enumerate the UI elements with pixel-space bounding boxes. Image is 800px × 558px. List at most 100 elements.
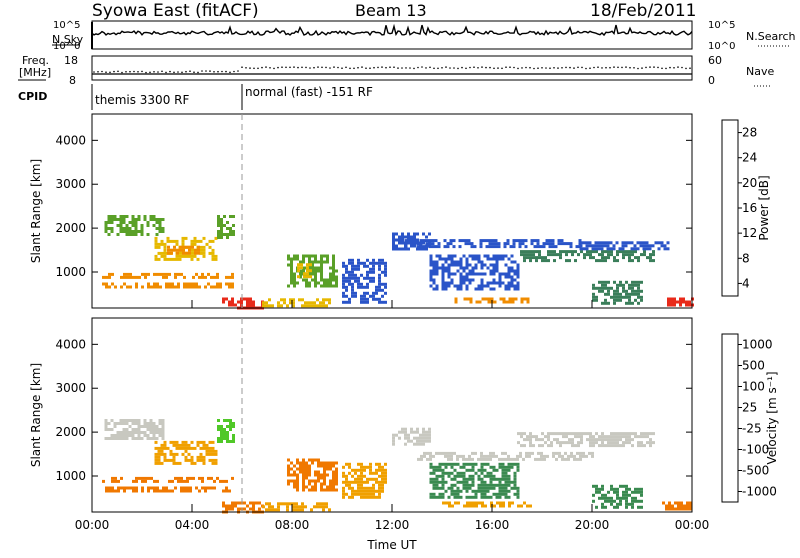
power-cell [516, 269, 520, 273]
power-cell [143, 215, 147, 218]
power-cell [520, 297, 524, 301]
velocity-cell [226, 437, 229, 440]
velocity-cell [429, 471, 433, 475]
power-cell [487, 297, 491, 301]
velocity-cell [326, 464, 329, 468]
power-cell [204, 275, 207, 279]
power-cell [441, 284, 445, 288]
power-cell [158, 230, 162, 233]
power-cell [190, 248, 194, 252]
power-cell [507, 275, 511, 279]
velocity-cell [674, 507, 677, 511]
power-cell [211, 239, 215, 243]
velocity-cell [290, 467, 293, 471]
power-cell [597, 244, 601, 248]
power-cell [419, 242, 423, 246]
velocity-cell [519, 451, 522, 455]
power-cell [299, 269, 302, 273]
velocity-cell [407, 436, 410, 440]
velocity-cell [177, 476, 180, 480]
power-cell [594, 247, 598, 251]
power-cell [598, 280, 601, 284]
power-cell [474, 287, 478, 291]
power-cell [348, 276, 351, 280]
power-cell [413, 235, 416, 239]
power-cell [131, 233, 135, 236]
velocity-cell [468, 495, 472, 499]
velocity-cell [501, 457, 504, 461]
velocity-cell [592, 444, 595, 448]
velocity-cell [208, 440, 212, 444]
velocity-cell [643, 444, 646, 448]
power-cell [211, 251, 215, 255]
velocity-cell [492, 465, 496, 469]
velocity-cell [652, 441, 655, 445]
power-cell [489, 287, 493, 291]
power-cell [535, 256, 538, 260]
power-cell [506, 239, 510, 243]
freq-point [409, 67, 411, 69]
velocity-cell [465, 477, 469, 481]
velocity-cell [583, 432, 586, 436]
velocity-cell [547, 435, 550, 439]
freq-point [549, 67, 551, 69]
velocity-cell [332, 476, 335, 480]
velocity-cell [435, 468, 439, 472]
velocity-cell [308, 467, 311, 471]
power-cell [378, 285, 381, 289]
velocity-cell [378, 492, 381, 496]
freq-point [325, 66, 327, 69]
power-cell [153, 285, 156, 289]
velocity-cell [348, 480, 351, 484]
velocity-cell [323, 476, 326, 480]
velocity-cell [295, 505, 298, 509]
power-cell [544, 256, 547, 260]
power-cell [197, 248, 200, 252]
velocity-cell [129, 486, 132, 490]
velocity-cell [140, 437, 144, 440]
velocity-cell [165, 489, 168, 493]
velocity-cell [392, 436, 395, 440]
power-cell [229, 215, 232, 218]
velocity-cell [453, 489, 457, 493]
velocity-cell [308, 473, 311, 477]
power-cell [589, 253, 592, 257]
power-cell [372, 297, 375, 301]
velocity-cell [398, 436, 401, 440]
power-cell [199, 248, 203, 252]
velocity-cell [453, 483, 457, 487]
velocity-cell [416, 436, 419, 440]
velocity-cell [445, 501, 448, 505]
velocity-cell [601, 438, 604, 442]
velocity-cell [172, 458, 176, 462]
power-cell [231, 303, 234, 307]
velocity-cell [165, 486, 168, 490]
velocity-cell [561, 457, 564, 461]
power-cell [220, 221, 223, 224]
power-cell [201, 275, 204, 279]
velocity-cell [459, 465, 463, 469]
freq-point [645, 66, 647, 69]
velocity-cell [158, 419, 162, 422]
power-cell [216, 285, 219, 289]
velocity-cell [559, 441, 562, 445]
power-cell [207, 272, 210, 276]
velocity-cell [429, 465, 433, 469]
velocity-cell [631, 499, 634, 503]
power-cell [592, 256, 595, 260]
velocity-cell [610, 441, 613, 445]
power-cell [404, 245, 408, 249]
velocity-cell [441, 471, 445, 475]
power-cell [425, 235, 428, 239]
velocity-cell [186, 476, 189, 480]
velocity-cell [447, 486, 451, 490]
velocity-cell [625, 484, 628, 488]
velocity-cell [154, 440, 158, 444]
velocity-cell [302, 458, 305, 462]
velocity-cell [211, 452, 215, 456]
velocity-cell [475, 504, 478, 508]
power-cell [155, 221, 159, 224]
power-cell [116, 218, 120, 221]
velocity-cell [105, 489, 108, 493]
power-cell [182, 251, 185, 255]
